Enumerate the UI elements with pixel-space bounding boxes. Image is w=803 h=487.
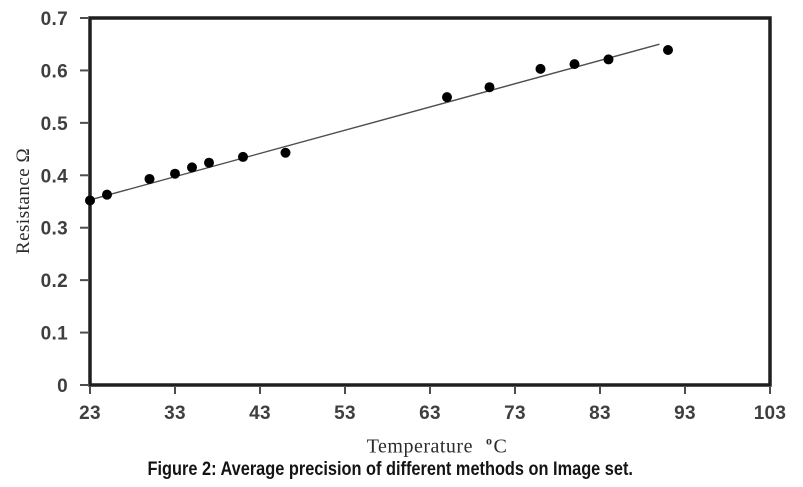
y-axis-title-text: Resistance Ω: [13, 147, 34, 255]
x-tick-label: 53: [334, 403, 356, 424]
data-point: [204, 157, 214, 168]
x-tick-label: 83: [589, 403, 611, 424]
y-tick-label: 0: [57, 376, 68, 397]
x-tick-label: 73: [504, 403, 526, 424]
x-tick-label: 43: [249, 403, 271, 424]
x-axis-unit: C: [493, 435, 508, 458]
figure-caption: Figure 2: Average precision of different…: [0, 459, 780, 481]
y-tick-label: 0.7: [41, 9, 68, 30]
data-point: [663, 44, 673, 55]
data-point: [442, 92, 452, 103]
y-tick-label: 0.3: [41, 219, 68, 240]
data-point: [484, 82, 495, 93]
data-point: [535, 63, 546, 74]
data-point: [102, 189, 112, 200]
data-point: [187, 162, 197, 173]
x-tick-label: 103: [754, 403, 787, 424]
y-tick-label: 0.5: [41, 114, 68, 135]
x-tick-label: 93: [674, 403, 696, 424]
y-tick-label: 0.2: [41, 271, 68, 292]
x-tick-label: 23: [79, 403, 101, 424]
x-axis-title-text: Temperature: [366, 435, 473, 458]
y-tick-label: 0.4: [41, 166, 68, 187]
x-tick-label: 33: [164, 403, 186, 424]
plot-border: [88, 16, 772, 387]
data-point: [85, 195, 95, 206]
x-axis-title: Temperature oC: [367, 434, 508, 459]
y-tick-label: 0.6: [41, 61, 68, 82]
data-point: [144, 173, 155, 184]
y-axis-title: Resistance Ω: [13, 148, 35, 254]
figure-caption-text: Figure 2: Average precision of different…: [147, 459, 633, 480]
data-point: [238, 151, 248, 162]
degree-superscript: o: [485, 433, 493, 448]
trend-line: [89, 43, 660, 201]
y-tick-label: 0.1: [41, 324, 68, 345]
data-point: [280, 147, 291, 158]
data-point: [603, 54, 614, 65]
data-point: [569, 59, 580, 70]
x-tick-label: 63: [419, 403, 441, 424]
data-point: [170, 168, 180, 179]
